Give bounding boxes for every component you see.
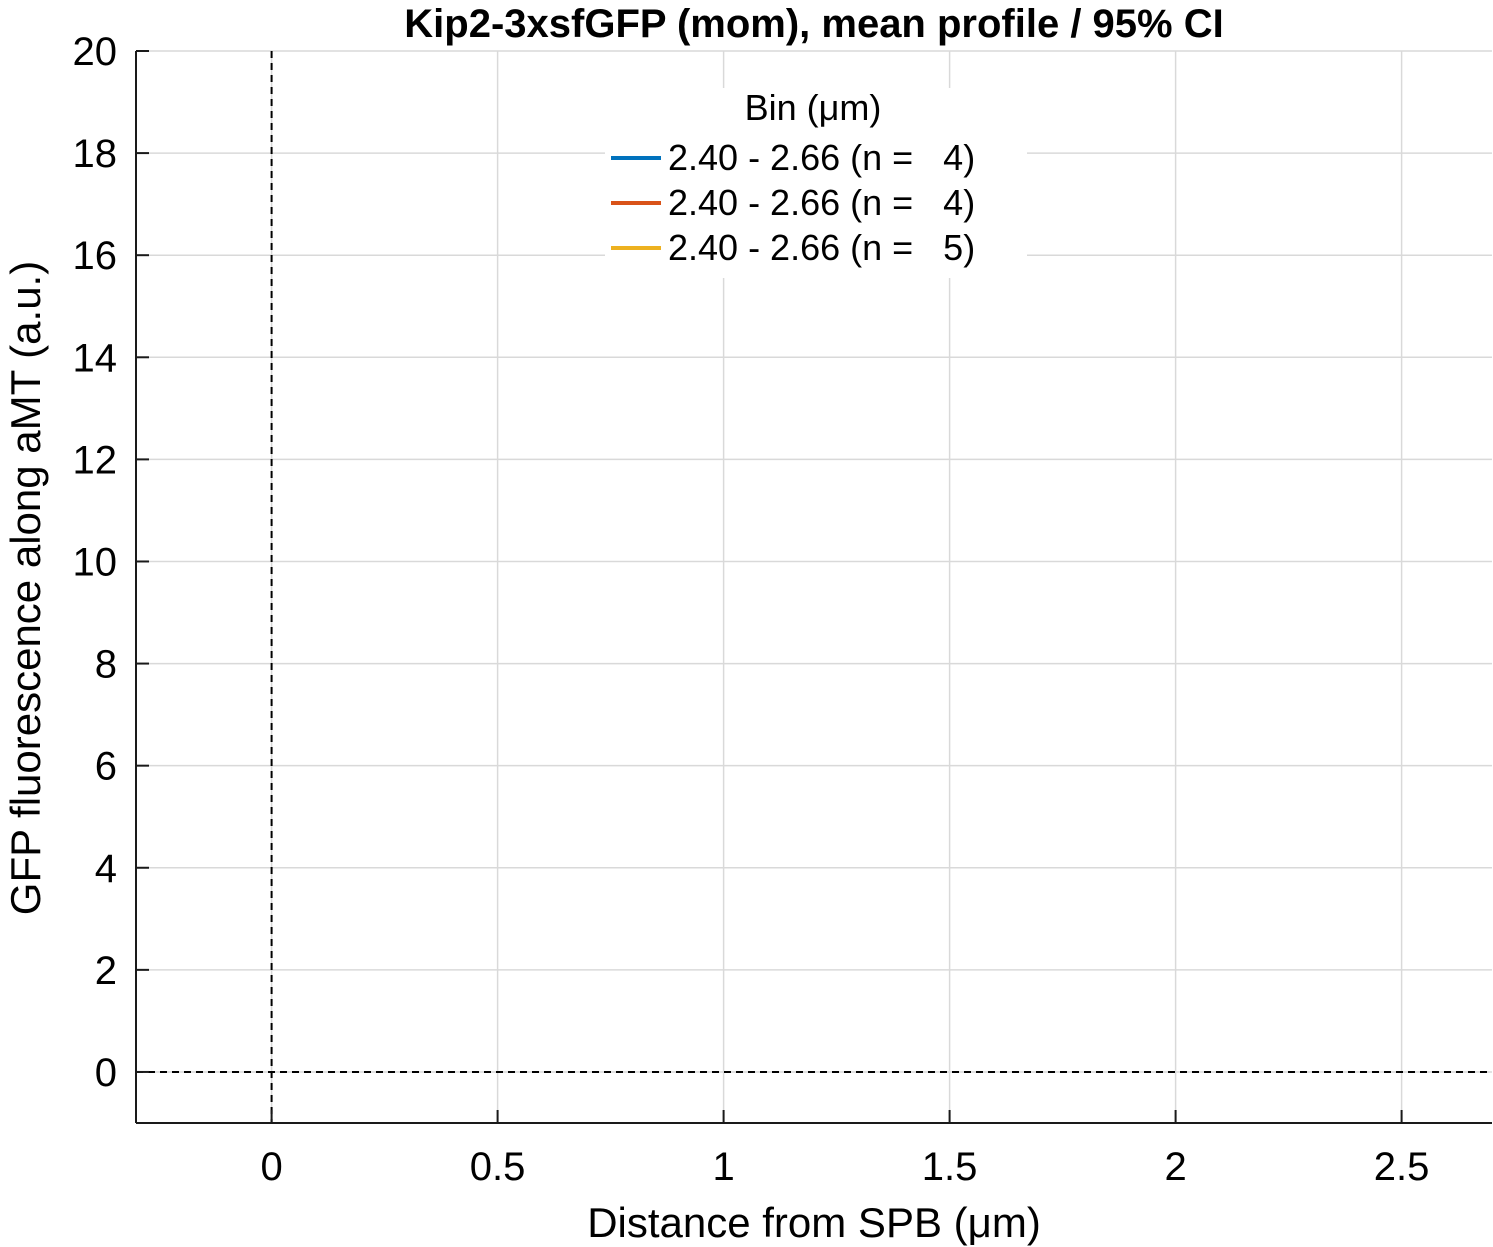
chart-title: Kip2-3xsfGFP (mom), mean profile / 95% C… — [404, 2, 1223, 46]
y-tick-label: 14 — [73, 336, 118, 380]
y-tick-label: 12 — [73, 438, 118, 482]
y-tick-label: 20 — [73, 30, 118, 74]
y-tick-label: 8 — [95, 643, 117, 687]
legend-label: 2.40 - 2.66 (n = 4) — [668, 137, 975, 178]
grid — [136, 50, 1492, 1123]
axes — [135, 51, 1492, 1124]
y-tick-label: 16 — [73, 234, 118, 278]
y-tick-label: 4 — [95, 847, 117, 891]
y-tick-label: 10 — [73, 540, 118, 584]
y-axis-ticks: 0 2 4 6 8 10 12 14 16 18 20 — [73, 30, 149, 1095]
legend: Bin (μm) 2.40 - 2.66 (n = 4)2.40 - 2.66 … — [605, 87, 1027, 278]
y-tick-label: 2 — [95, 949, 117, 993]
legend-title: Bin (μm) — [745, 87, 882, 128]
y-tick-label: 6 — [95, 745, 117, 789]
x-tick-label: 0.5 — [470, 1145, 526, 1189]
y-axis-label: GFP fluorescence along aMT (a.u.) — [2, 261, 49, 915]
legend-box — [605, 88, 1027, 278]
x-tick-label: 1 — [712, 1145, 734, 1189]
y-tick-label: 18 — [73, 132, 118, 176]
y-tick-label: 0 — [95, 1051, 117, 1095]
x-tick-label: 1.5 — [922, 1145, 978, 1189]
x-tick-label: 2.5 — [1374, 1145, 1430, 1189]
x-tick-label: 2 — [1164, 1145, 1186, 1189]
legend-items: 2.40 - 2.66 (n = 4)2.40 - 2.66 (n = 4)2.… — [611, 137, 975, 268]
x-tick-label: 0 — [260, 1145, 282, 1189]
reference-lines — [136, 51, 1492, 1123]
legend-label: 2.40 - 2.66 (n = 5) — [668, 227, 975, 268]
x-axis-ticks: 0 0.5 1 1.5 2 2.5 — [260, 1110, 1429, 1189]
legend-label: 2.40 - 2.66 (n = 4) — [668, 182, 975, 223]
x-axis-label: Distance from SPB (μm) — [587, 1199, 1041, 1246]
